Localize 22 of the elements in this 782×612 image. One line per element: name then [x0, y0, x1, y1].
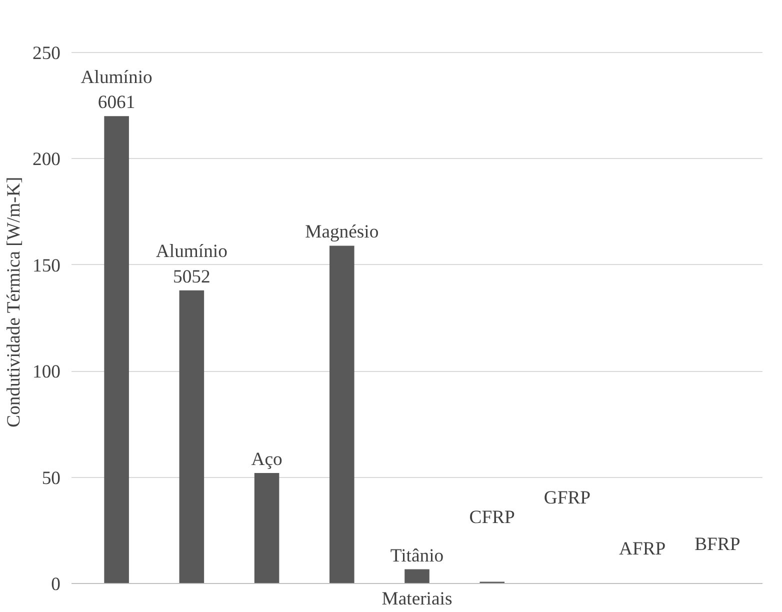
- bar: [254, 473, 280, 584]
- x-tick-label: AFRP: [618, 538, 666, 560]
- x-tick-label: Alumínio 5052: [156, 241, 228, 288]
- y-tick-label: 50: [42, 468, 60, 489]
- y-tick-label: 200: [32, 149, 60, 170]
- y-tick-label: 150: [32, 255, 60, 276]
- x-tick-label: Aço: [251, 449, 282, 470]
- y-axis-title: Condutividade Térmica [W/m-K]: [4, 176, 25, 428]
- bar: [330, 246, 354, 584]
- x-tick-label: BFRP: [694, 534, 740, 556]
- x-tick-label: Magnésio: [305, 222, 379, 243]
- x-tick-label: Titânio: [390, 545, 444, 566]
- y-tick-label: 100: [32, 362, 60, 383]
- y-tick-label: 0: [51, 574, 60, 595]
- bar: [179, 290, 204, 584]
- bar: [104, 116, 129, 584]
- x-tick-label: CFRP: [469, 506, 515, 528]
- y-tick-label: 250: [32, 42, 60, 64]
- x-axis-title: Materiais: [382, 588, 452, 610]
- bar: [404, 569, 430, 584]
- x-tick-label: Alumínio 6061: [80, 66, 152, 114]
- x-tick-label: GFRP: [544, 487, 591, 508]
